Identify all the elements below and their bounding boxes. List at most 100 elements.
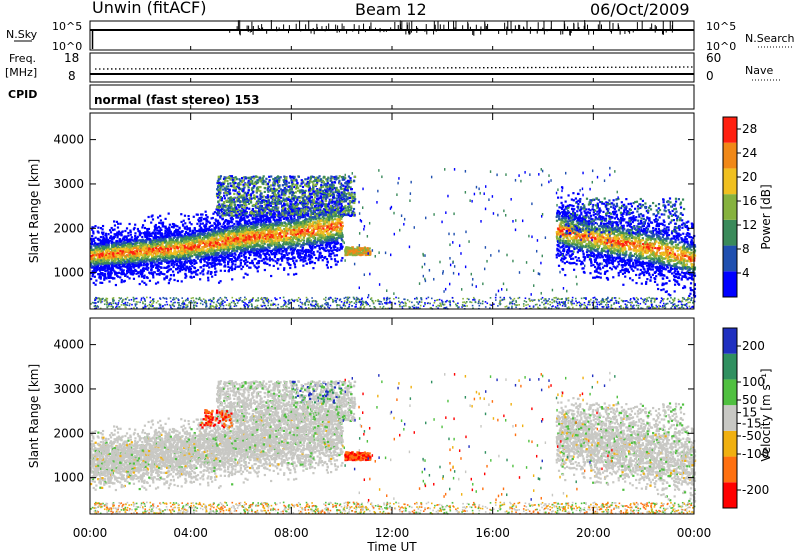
nave-tick-bottom: 0 xyxy=(706,69,714,83)
power-cell xyxy=(116,221,118,223)
power-cell xyxy=(102,225,104,227)
power-cell xyxy=(248,208,250,210)
nsky-label: N.Sky xyxy=(6,28,38,41)
power-cell xyxy=(137,230,139,232)
power-cell xyxy=(109,229,111,231)
power-cell xyxy=(273,265,275,267)
power-cell xyxy=(215,219,217,221)
power-cell xyxy=(155,247,157,249)
power-cell xyxy=(270,275,272,277)
cpid-label: CPID xyxy=(8,88,37,101)
power-cell xyxy=(95,279,97,281)
power-cell xyxy=(298,243,300,245)
freq-unit: [MHz] xyxy=(5,66,37,79)
power-cell xyxy=(110,231,112,233)
radar-figure: Unwin (fitACF) Beam 12 06/Oct/2009 N.Sky… xyxy=(0,0,800,554)
power-cell xyxy=(173,274,175,276)
power-cell xyxy=(260,257,262,259)
nsearch-label: N.Search xyxy=(745,32,795,45)
cpid-text: normal (fast stereo) 153 xyxy=(94,93,260,107)
beam-title: Beam 12 xyxy=(355,0,427,19)
power-cell xyxy=(94,225,96,227)
power-cell xyxy=(126,227,128,229)
power-cell xyxy=(145,284,147,286)
power-cell xyxy=(337,261,339,263)
power-cell xyxy=(263,258,265,260)
power-cell xyxy=(318,247,320,249)
power-cell xyxy=(194,245,196,247)
power-cell xyxy=(91,235,93,237)
power-cell xyxy=(212,213,214,215)
power-cell xyxy=(130,234,132,236)
power-cell xyxy=(196,223,198,225)
power-cell xyxy=(115,284,117,286)
power-cell xyxy=(227,263,229,265)
nsearch-tick-top: 10^5 xyxy=(706,20,736,33)
power-cell xyxy=(332,252,334,254)
power-cell xyxy=(184,277,186,279)
power-cell xyxy=(97,227,99,229)
power-cell xyxy=(116,275,118,277)
freq-tick-bottom: 8 xyxy=(68,69,76,83)
power-cell xyxy=(207,279,209,281)
power-cell xyxy=(141,226,143,228)
power-cell xyxy=(137,236,139,238)
power-cell xyxy=(119,276,121,278)
power-cell xyxy=(119,223,121,225)
power-cell xyxy=(155,282,157,284)
power-cell xyxy=(228,261,230,263)
power-cell xyxy=(199,223,201,225)
power-cell xyxy=(253,264,255,266)
power-cell xyxy=(284,230,286,232)
power-cell xyxy=(90,238,92,240)
power-cell xyxy=(327,261,329,263)
power-cell xyxy=(299,237,301,239)
power-cell xyxy=(152,265,154,267)
power-cell xyxy=(219,216,221,218)
power-cell xyxy=(158,222,160,224)
power-cell xyxy=(137,228,139,230)
power-cell xyxy=(341,257,343,259)
power-cell xyxy=(213,227,215,229)
power-cell xyxy=(265,241,267,243)
power-cell xyxy=(100,236,102,238)
power-cell xyxy=(141,236,143,238)
power-cell xyxy=(246,249,248,251)
nave-label: Nave xyxy=(745,64,773,77)
power-cell xyxy=(184,222,186,224)
power-cell xyxy=(188,271,190,273)
power-cell xyxy=(168,213,170,215)
power-cell xyxy=(177,280,179,282)
power-cell xyxy=(112,277,114,279)
power-cell xyxy=(164,242,166,244)
power-cell xyxy=(163,267,165,269)
power-cell xyxy=(297,236,299,238)
power-cell xyxy=(315,204,317,206)
power-cell xyxy=(225,219,227,221)
power-cell xyxy=(253,254,255,256)
power-cell xyxy=(126,276,128,278)
power-cell xyxy=(202,255,204,257)
power-cell xyxy=(240,255,242,257)
power-cell xyxy=(232,218,234,220)
power-cell xyxy=(302,260,304,262)
nsky-spikes xyxy=(93,20,673,49)
power-cell xyxy=(277,268,279,270)
power-cell xyxy=(205,211,207,213)
power-cell xyxy=(268,254,270,256)
power-cell xyxy=(184,215,186,217)
power-cell xyxy=(248,266,250,268)
power-cell xyxy=(283,225,285,227)
power-cell xyxy=(128,223,130,225)
power-cell xyxy=(304,260,306,262)
power-cell xyxy=(312,218,314,220)
power-cell xyxy=(150,222,152,224)
power-cell xyxy=(211,276,213,278)
power-cell xyxy=(124,230,126,232)
power-cell xyxy=(327,249,329,251)
power-cell xyxy=(228,270,230,272)
power-cell xyxy=(294,264,296,266)
power-cell xyxy=(152,276,154,278)
power-cell xyxy=(246,274,248,276)
power-cell xyxy=(192,271,194,273)
